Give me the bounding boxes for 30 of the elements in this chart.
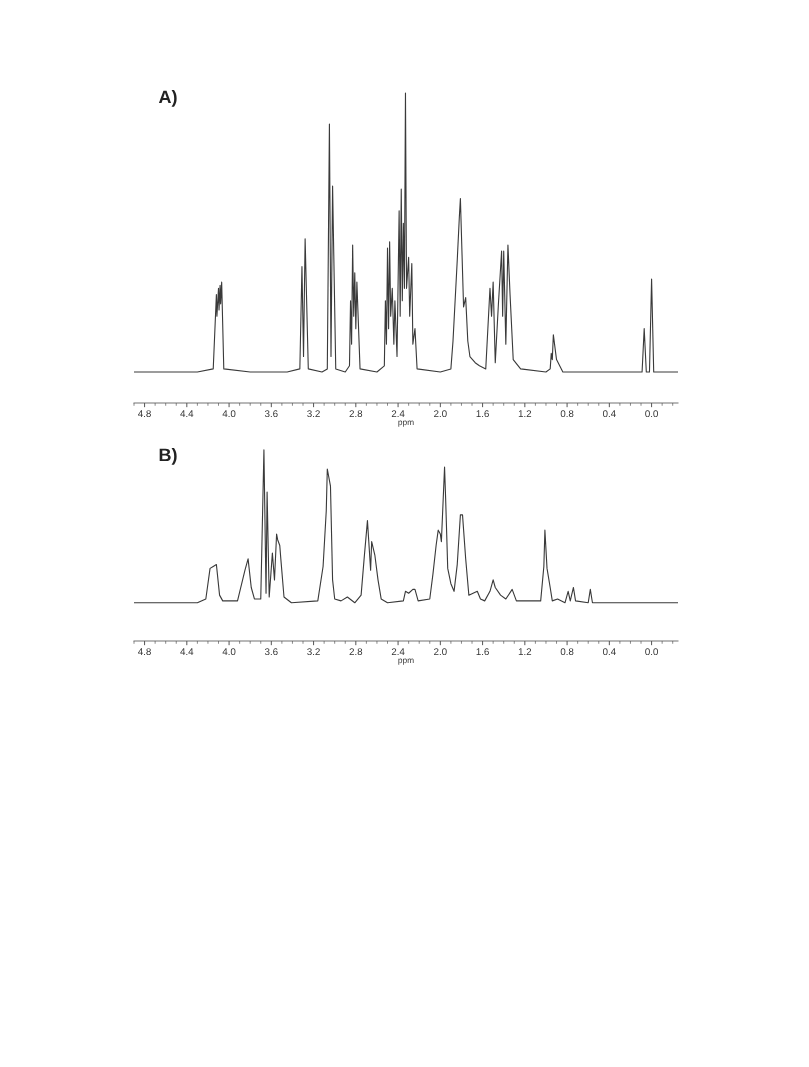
x-tick-label: 2.4 xyxy=(391,410,405,417)
x-tick-label: 2.8 xyxy=(349,410,363,418)
x-tick-label: 0.8 xyxy=(560,648,574,656)
x-tick-label: 1.2 xyxy=(518,410,532,417)
x-axis-title: ppm xyxy=(398,658,414,665)
chart-title: B) xyxy=(159,448,177,465)
x-tick-label: 4.0 xyxy=(222,648,236,656)
x-tick-label: 4.4 xyxy=(180,410,194,417)
x-axis-title: ppm xyxy=(398,420,414,427)
x-tick-label: 3.2 xyxy=(307,410,320,418)
x-tick-label: 0.0 xyxy=(645,410,658,418)
x-tick-label: 2.8 xyxy=(349,648,363,656)
x-tick-label: 0.0 xyxy=(645,648,658,656)
x-tick-label: 4.8 xyxy=(138,648,151,656)
x-tick-label: 1.6 xyxy=(476,410,489,418)
x-tick-label: 0.4 xyxy=(602,648,616,656)
x-tick-label: 2.4 xyxy=(391,648,405,655)
x-tick-label: 4.8 xyxy=(138,410,151,418)
x-tick-label: 1.2 xyxy=(518,648,532,655)
x-tick-label: 0.8 xyxy=(560,410,574,418)
chart-title: A) xyxy=(158,90,177,107)
x-tick-label: 3.2 xyxy=(307,648,320,656)
x-tick-label: 1.6 xyxy=(476,648,489,656)
x-tick-label: 4.4 xyxy=(180,648,194,655)
x-tick-label: 4.0 xyxy=(222,410,236,418)
x-tick-label: 2.0 xyxy=(434,410,447,418)
x-tick-label: 3.6 xyxy=(264,648,278,656)
x-tick-label: 3.6 xyxy=(264,410,278,418)
x-tick-label: 0.4 xyxy=(602,410,616,418)
x-tick-label: 2.0 xyxy=(434,648,447,656)
